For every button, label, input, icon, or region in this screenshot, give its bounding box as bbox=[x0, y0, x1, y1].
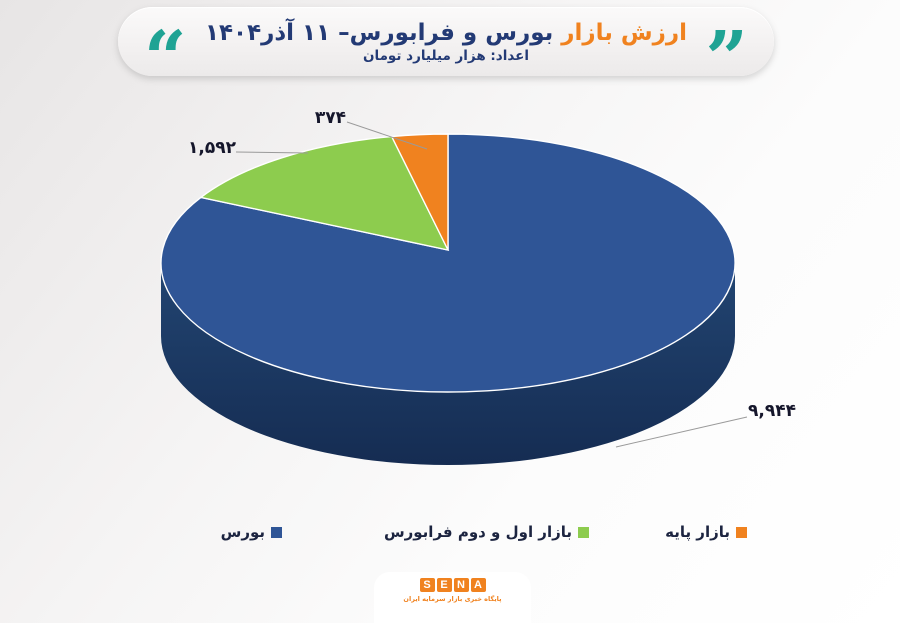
sena-tagline: پایگاه خبری بازار سرمایه ایران bbox=[403, 595, 502, 603]
data-label-bourse: ۹,۹۴۴ bbox=[748, 401, 796, 421]
sena-logo-letter: S bbox=[419, 578, 435, 592]
page-subtitle: اعداد: هزار میلیارد تومان bbox=[362, 47, 529, 64]
sena-logo: S E N A bbox=[419, 578, 486, 592]
data-label-farabourse: ۱,۵۹۲ bbox=[188, 138, 236, 158]
header-text: ارزش بازار بورس و فرابورس– ۱۱ آذر۱۴۰۴ اع… bbox=[187, 20, 706, 64]
legend-label-payeh: بازار پایه bbox=[665, 523, 730, 541]
leader-line-bourse bbox=[615, 416, 748, 448]
legend-swatch-farabourse bbox=[578, 526, 589, 538]
pie-slice-2 bbox=[390, 133, 449, 251]
legend-label-farabourse: بازار اول و دوم فرابورس bbox=[383, 523, 572, 541]
legend-swatch-payeh bbox=[736, 526, 747, 538]
legend-item-farabourse: بازار اول و دوم فرابورس bbox=[384, 523, 589, 541]
legend-label-bourse: بورس bbox=[220, 523, 265, 541]
pie-side-wall bbox=[161, 263, 735, 465]
legend-item-bourse: بورس bbox=[221, 523, 282, 541]
data-label-payeh: ۳۷۴ bbox=[314, 108, 346, 128]
footer-brand-card: S E N A پایگاه خبری بازار سرمایه ایران bbox=[374, 572, 531, 623]
pie-slice-1 bbox=[199, 135, 450, 251]
sena-logo-letter: A bbox=[470, 578, 486, 592]
legend-item-payeh: بازار پایه bbox=[665, 523, 747, 541]
page-title: ارزش بازار بورس و فرابورس– ۱۱ آذر۱۴۰۴ bbox=[187, 20, 706, 46]
leader-line-farabourse bbox=[235, 151, 309, 154]
page-title-highlight: ارزش بازار bbox=[561, 19, 688, 46]
sena-logo-letter: N bbox=[453, 578, 469, 592]
legend-swatch-bourse bbox=[271, 526, 282, 538]
leader-line-payeh bbox=[346, 121, 428, 150]
pie-slice-0 bbox=[160, 133, 736, 393]
pie-slices bbox=[160, 133, 736, 393]
page-title-rest: بورس و فرابورس– ۱۱ آذر۱۴۰۴ bbox=[204, 19, 562, 46]
sena-logo-letter: E bbox=[436, 578, 452, 592]
